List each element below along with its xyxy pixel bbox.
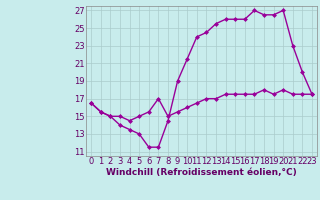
X-axis label: Windchill (Refroidissement éolien,°C): Windchill (Refroidissement éolien,°C) [106,168,297,177]
